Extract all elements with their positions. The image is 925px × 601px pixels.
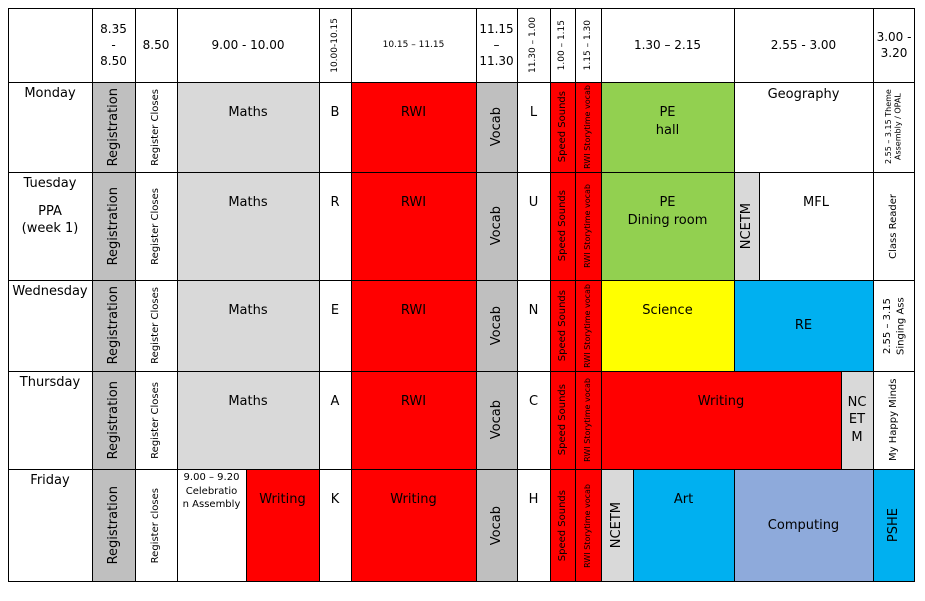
header-time-1015: 10.15 – 11.15: [382, 39, 445, 50]
registration-column: [92, 82, 135, 582]
maths-thu: Maths: [177, 371, 319, 469]
letter-mon-1: B: [330, 105, 340, 120]
ncetm-thu: NC ET M: [841, 371, 873, 469]
header-time-850: 8.50: [142, 37, 170, 52]
day-wednesday: Wednesday: [12, 284, 88, 299]
letter-wed-2: N: [528, 303, 539, 318]
science-wed: Science: [601, 280, 734, 371]
fri-writing-morning: Writing: [246, 469, 319, 582]
letter-thu-2: C: [528, 394, 539, 409]
maths-tue: Maths: [177, 172, 319, 280]
letter-fri-2: H: [528, 492, 539, 507]
rwi-mon: RWI: [351, 82, 476, 172]
fri-celebration-assembly: 9.00 – 9.20 Celebratio n Assembly: [182, 472, 241, 510]
header-time-835: 8.35 - 8.50: [100, 21, 127, 69]
computing-fri: Computing: [734, 469, 873, 582]
maths-mon: Maths: [177, 82, 319, 172]
pshe-fri: PSHE: [873, 469, 915, 582]
pe-mon: PE hall: [601, 82, 734, 172]
vocab-thu: Vocab: [476, 371, 517, 469]
header-time-1115: 11.15 – 11.30: [479, 21, 514, 69]
vocab-fri: Vocab: [476, 469, 517, 582]
ncetm-tue: NCETM: [734, 172, 759, 280]
header-time-255: 2.55 - 3.00: [770, 37, 837, 52]
header-time-900: 9.00 - 10.00: [211, 37, 285, 52]
ncetm-fri: NCETM: [601, 469, 633, 582]
rwi-thu: RWI: [351, 371, 476, 469]
re-wed: RE: [734, 280, 873, 371]
vocab-tue: Vocab: [476, 172, 517, 280]
writing-fri: Writing: [351, 469, 476, 582]
letter-tue-2: U: [528, 195, 539, 210]
mfl-tue: MFL: [803, 195, 829, 210]
day-monday: Monday: [24, 86, 76, 101]
maths-wed: Maths: [177, 280, 319, 371]
rwi-tue: RWI: [351, 172, 476, 280]
pe-tue: PE Dining room: [601, 172, 734, 280]
header-time-130: 1.30 – 2.15: [633, 37, 702, 52]
art-fri: Art: [633, 469, 734, 582]
letter-tue-1: R: [330, 195, 340, 210]
letter-mon-2: L: [529, 105, 538, 120]
letter-thu-1: A: [330, 394, 340, 409]
day-thursday: Thursday: [19, 375, 81, 390]
vocab-mon: Vocab: [476, 82, 517, 172]
letter-wed-1: E: [330, 303, 340, 318]
vocab-wed: Vocab: [476, 280, 517, 371]
header-time-300: 3.00 - 3.20: [876, 29, 912, 60]
rwi-wed: RWI: [351, 280, 476, 371]
geography-mon: Geography: [767, 87, 840, 102]
day-tuesday: Tuesday PPA (week 1): [21, 176, 79, 237]
letter-fri-1: K: [330, 492, 340, 507]
day-friday: Friday: [30, 473, 70, 488]
writing-thu: Writing: [601, 371, 841, 469]
